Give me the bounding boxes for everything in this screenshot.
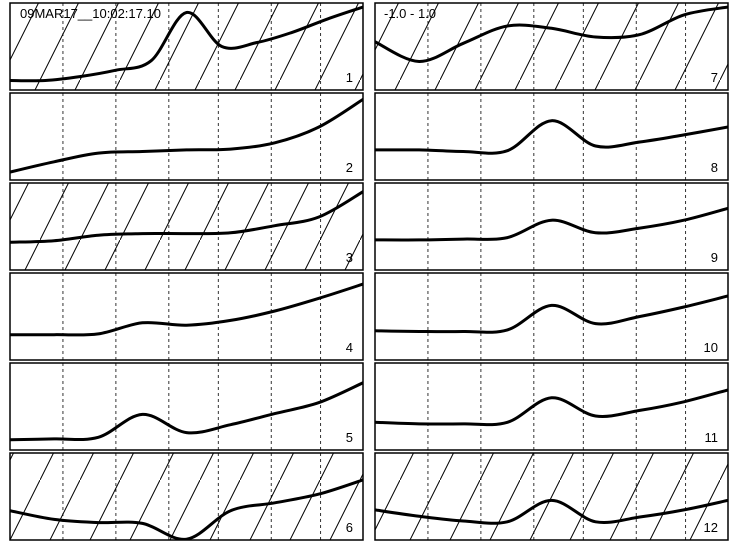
hatch-pattern <box>375 3 728 90</box>
ecg-trace-2 <box>10 97 363 174</box>
panel-border <box>374 272 729 361</box>
lead-label-10: 10 <box>704 340 718 355</box>
lead-label-3: 3 <box>346 250 353 265</box>
panel-border <box>9 182 364 271</box>
ecg-trace-5 <box>10 381 363 442</box>
lead-label-9: 9 <box>711 250 718 265</box>
lead-panel-3: 3 <box>9 182 364 271</box>
lead-label-1: 1 <box>346 70 353 85</box>
panel-border <box>9 362 364 451</box>
ecg-trace-8 <box>375 119 728 155</box>
lead-panel-8: 8 <box>374 92 729 181</box>
lead-panel-9: 9 <box>374 182 729 271</box>
panel-border <box>374 452 729 541</box>
ecg-trace-3 <box>10 190 363 244</box>
panel-border <box>374 362 729 451</box>
header-datetime: 09MAR17__10:02:17.10 <box>20 6 161 21</box>
panel-border <box>374 92 729 181</box>
ecg-trace-12 <box>375 498 728 525</box>
ecg-trace-1 <box>10 5 363 83</box>
hatch-pattern <box>10 183 363 270</box>
panel-border <box>9 92 364 181</box>
lead-label-5: 5 <box>346 430 353 445</box>
lead-panel-4: 4 <box>9 272 364 361</box>
panel-border <box>374 182 729 271</box>
ecg-trace-7 <box>375 5 728 64</box>
lead-panel-2: 2 <box>9 92 364 181</box>
header-scale: -1.0 - 1.0 <box>384 6 436 21</box>
ecg-trace-6 <box>10 478 363 540</box>
lead-panel-12: 12 <box>374 452 729 541</box>
lead-label-2: 2 <box>346 160 353 175</box>
hatch-pattern <box>375 453 728 540</box>
ecg-trace-9 <box>375 206 728 242</box>
panel-border <box>9 452 364 541</box>
ecg-trace-10 <box>375 294 728 334</box>
lead-panel-11: 11 <box>374 362 729 451</box>
hatch-pattern <box>10 3 363 90</box>
panel-border <box>9 2 364 91</box>
ecg-trace-4 <box>10 282 363 337</box>
lead-label-8: 8 <box>711 160 718 175</box>
lead-panel-6: 6 <box>9 452 364 541</box>
lead-panel-5: 5 <box>9 362 364 451</box>
lead-label-11: 11 <box>705 430 719 445</box>
lead-label-6: 6 <box>346 520 353 535</box>
lead-panel-1: 1 <box>9 2 364 91</box>
lead-label-12: 12 <box>704 520 718 535</box>
panel-border <box>9 272 364 361</box>
lead-label-7: 7 <box>711 70 718 85</box>
lead-label-4: 4 <box>346 340 353 355</box>
ecg-trace-11 <box>375 388 728 427</box>
panel-border <box>374 2 729 91</box>
lead-panel-7: 7 <box>374 2 729 91</box>
lead-panel-10: 10 <box>374 272 729 361</box>
